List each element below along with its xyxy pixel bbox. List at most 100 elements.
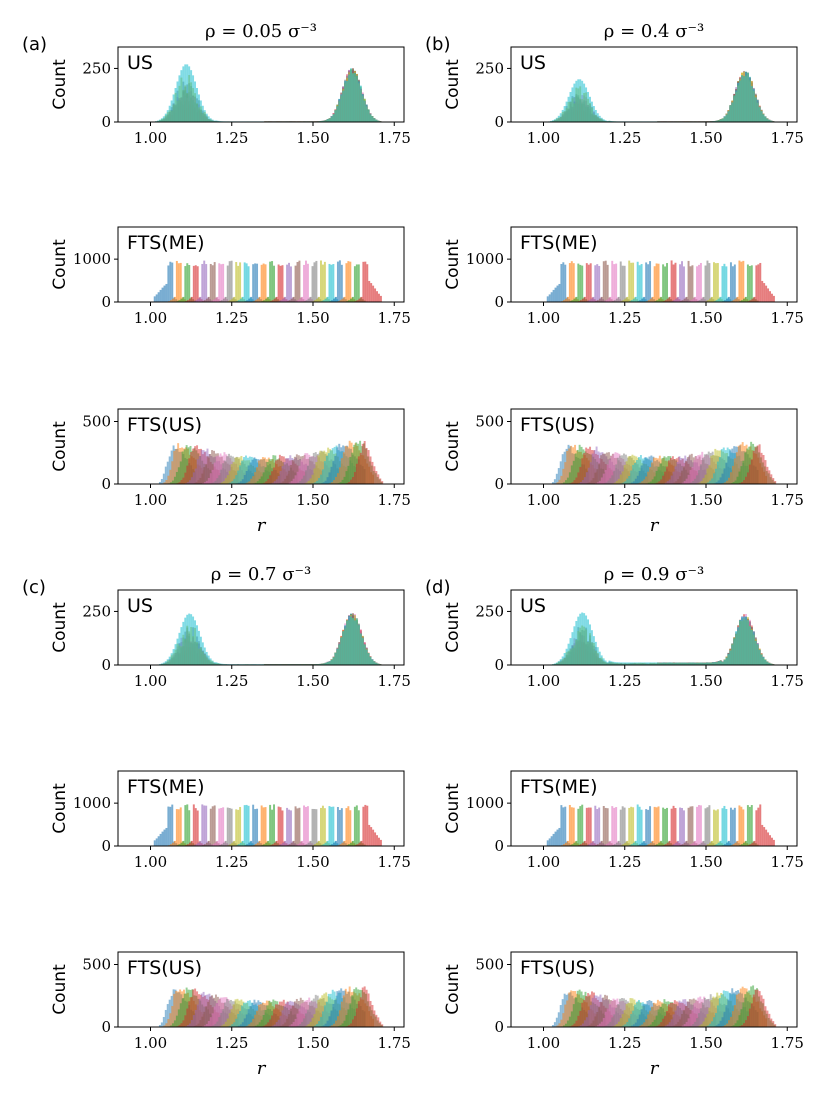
histogram-bar — [198, 456, 201, 484]
histogram-bar — [373, 118, 376, 122]
histogram-bar — [674, 466, 677, 484]
histogram-bar — [264, 467, 267, 484]
histogram-bar — [602, 261, 605, 302]
histogram-bar — [281, 466, 284, 484]
histogram-bar — [340, 458, 343, 484]
histogram-bar — [661, 457, 664, 484]
histogram-bar — [369, 456, 372, 484]
histogram-bar — [375, 471, 378, 484]
histogram-bar — [365, 447, 368, 484]
histogram-bar — [303, 264, 306, 302]
histogram-bar — [276, 459, 279, 484]
histogram-bar — [169, 469, 172, 484]
panel-title: ρ = 0.4 σ⁻³ — [604, 21, 704, 42]
histogram-bar — [562, 468, 565, 484]
histogram-bar — [245, 455, 247, 484]
histogram-bar — [688, 454, 691, 484]
histogram-bar — [357, 264, 360, 302]
histogram-bar — [302, 458, 305, 484]
y-axis-label: Count — [50, 239, 70, 290]
histogram-bar — [281, 265, 284, 302]
histogram-bar — [172, 94, 175, 122]
histogram-bar — [632, 481, 635, 484]
histogram-bar — [219, 453, 222, 484]
histogram-bar — [352, 73, 354, 122]
histogram-bar — [717, 298, 720, 302]
histogram-bar — [224, 296, 227, 302]
histogram-bar — [314, 300, 317, 302]
axes-frame — [510, 46, 798, 123]
histogram-bar — [186, 64, 189, 122]
histogram-bar — [335, 296, 337, 302]
histogram-bar — [350, 68, 352, 122]
histogram-bar — [370, 283, 373, 302]
histogram-bar — [196, 266, 199, 302]
x-tick-label: 1.75 — [771, 309, 804, 327]
histogram-bar — [291, 459, 294, 484]
histogram-bar — [756, 445, 759, 484]
histogram-bar — [689, 266, 692, 302]
histogram-bar — [561, 109, 564, 122]
histogram-bar — [290, 481, 293, 484]
histogram-bar — [188, 265, 191, 302]
histogram-bar — [598, 463, 601, 484]
histogram-bar — [324, 298, 327, 302]
histogram-bar — [372, 285, 375, 302]
histogram-bar — [195, 482, 198, 484]
histogram-bar — [617, 457, 620, 484]
histogram-bar — [740, 466, 743, 484]
histogram-bar — [733, 458, 736, 484]
histogram-bar — [320, 260, 322, 302]
histogram-bar — [184, 472, 187, 484]
histogram-bar — [587, 448, 590, 484]
histogram-bar — [583, 477, 586, 484]
histogram-bar — [163, 285, 166, 302]
histogram-bar — [209, 118, 212, 122]
histogram-bar — [664, 300, 667, 302]
histogram-bar — [598, 480, 601, 484]
histogram-bar — [550, 292, 553, 302]
histogram-bar — [325, 455, 328, 484]
histogram-bar — [284, 478, 287, 484]
histogram-bar — [355, 264, 358, 302]
histogram-bar — [608, 120, 611, 122]
histogram-bar — [345, 471, 348, 484]
histogram-bar — [679, 264, 682, 302]
histogram-bar — [562, 262, 565, 302]
histogram-bar — [691, 265, 694, 302]
histogram-bar — [379, 478, 382, 484]
histogram-bar — [699, 464, 702, 484]
histogram-bar — [640, 465, 643, 484]
y-axis-label: Count — [50, 59, 70, 110]
histogram-bar — [713, 473, 715, 484]
histogram-bar — [328, 472, 331, 484]
histogram-bar — [720, 449, 723, 484]
histogram-bar — [331, 300, 334, 302]
histogram-bar — [213, 462, 216, 484]
histogram-bar — [169, 261, 172, 302]
histogram-bar — [589, 462, 592, 484]
histogram-bar — [157, 292, 160, 302]
histogram-bar — [203, 110, 206, 122]
histogram-bar — [762, 455, 765, 484]
histogram-bar — [167, 265, 170, 302]
histogram-bar — [164, 466, 167, 484]
histogram-bar — [750, 459, 753, 484]
y-tick-label: 500 — [475, 413, 504, 431]
histogram-bar — [647, 471, 650, 484]
histogram-bar — [233, 296, 236, 302]
x-tick-label: 1.25 — [608, 309, 641, 327]
histogram-bar — [330, 466, 333, 484]
histogram-bar — [250, 296, 253, 302]
histogram-bar — [194, 265, 197, 302]
histogram-bar — [662, 475, 665, 484]
histogram-bar — [173, 450, 176, 484]
histogram-bar — [280, 300, 283, 302]
histogram-bar — [646, 458, 649, 484]
histogram-bar — [623, 265, 626, 302]
histogram-bar — [649, 481, 652, 484]
histogram-bar — [331, 482, 334, 484]
histogram-bar — [332, 264, 335, 302]
histogram-bar — [729, 105, 732, 122]
histogram-bar — [295, 454, 298, 484]
